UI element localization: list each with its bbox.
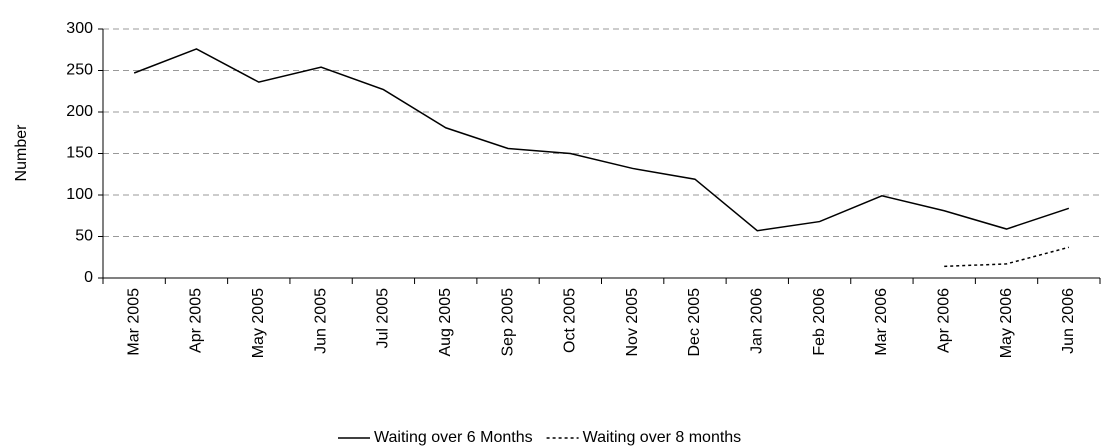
legend-label: Waiting over 6 Months — [374, 429, 533, 446]
y-tick-label: 250 — [66, 62, 93, 79]
x-tick-label: Jun 2006 — [1060, 288, 1077, 354]
x-tick-label: Dec 2005 — [686, 288, 703, 357]
x-tick-label: Aug 2005 — [437, 288, 454, 357]
x-tick-label: Nov 2005 — [624, 288, 641, 357]
y-tick-label: 300 — [66, 20, 93, 37]
legend-label: Waiting over 8 months — [583, 429, 742, 446]
x-tick-label: Apr 2005 — [188, 288, 205, 353]
x-tick-label: Mar 2006 — [873, 288, 890, 356]
series-line — [944, 246, 1070, 268]
x-tick-label: Feb 2006 — [811, 288, 828, 356]
series-line — [133, 48, 1070, 232]
y-tick-label: 0 — [84, 269, 93, 286]
y-axis-label: Number — [13, 124, 30, 182]
x-tick-label: May 2005 — [250, 288, 267, 358]
y-tick-label: 100 — [66, 186, 93, 203]
x-tick-label: Sep 2005 — [499, 288, 516, 357]
x-tick-label: Jan 2006 — [749, 288, 766, 354]
y-tick-label: 50 — [75, 228, 93, 245]
x-tick-label: Jun 2005 — [312, 288, 329, 354]
x-tick-label: Oct 2005 — [562, 288, 579, 353]
y-tick-label: 150 — [66, 145, 93, 162]
x-tick-label: Jul 2005 — [375, 288, 392, 349]
y-tick-label: 200 — [66, 103, 93, 120]
x-tick-label: Apr 2006 — [935, 288, 952, 353]
x-tick-label: Mar 2005 — [125, 288, 142, 356]
x-tick-label: May 2006 — [998, 288, 1015, 358]
